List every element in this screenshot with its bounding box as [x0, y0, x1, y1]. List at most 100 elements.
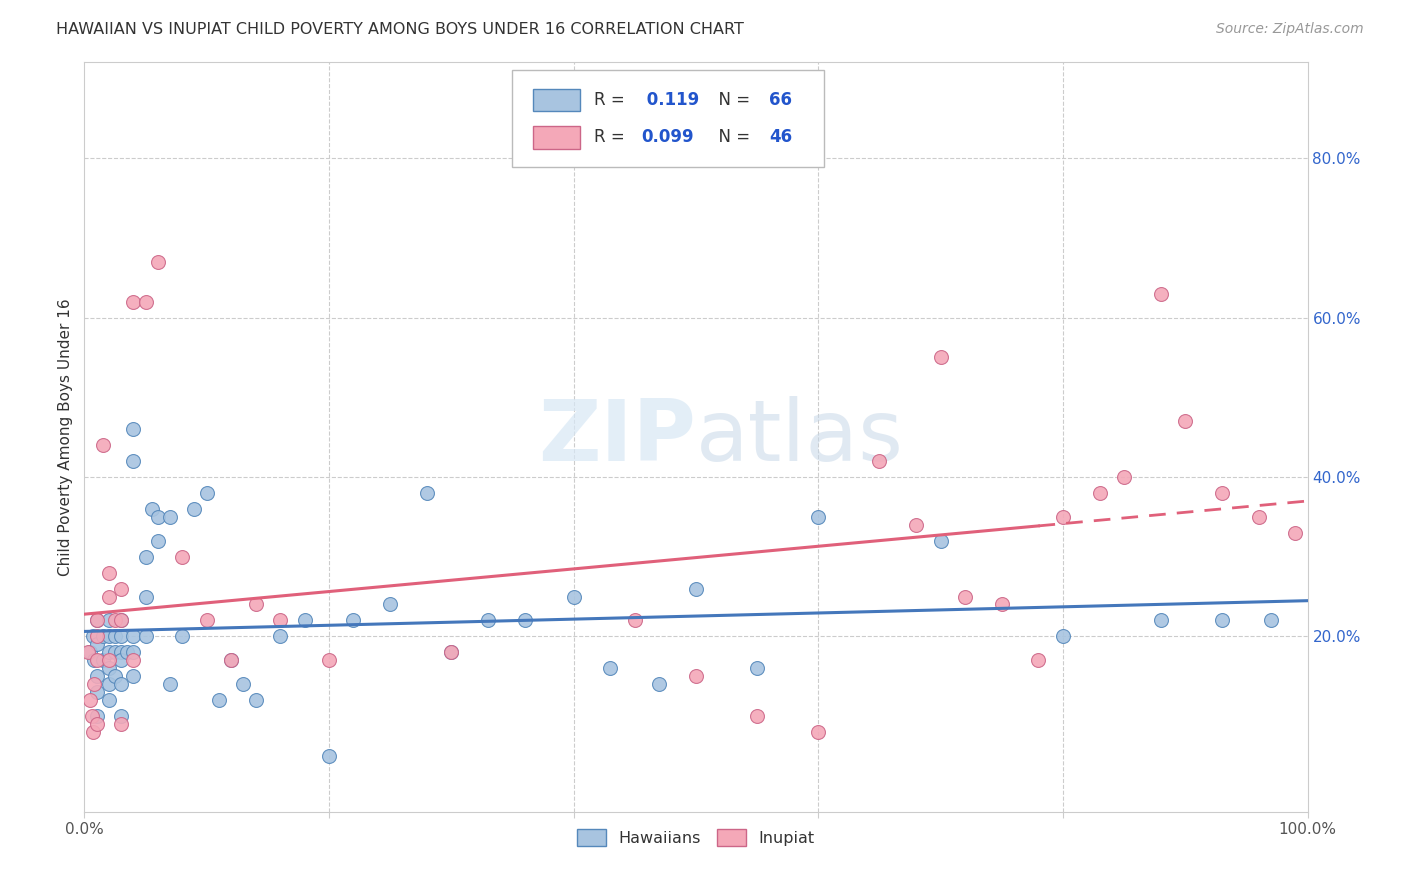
- Point: [195, 486, 218, 500]
- Point: [91, 438, 114, 452]
- Point: [869, 454, 891, 468]
- Text: Source: ZipAtlas.com: Source: ZipAtlas.com: [1216, 22, 1364, 37]
- Point: [195, 614, 218, 628]
- Text: 66: 66: [769, 91, 793, 109]
- Point: [318, 653, 340, 667]
- Point: [146, 509, 169, 524]
- Point: [1284, 525, 1306, 540]
- Point: [110, 653, 132, 667]
- Point: [122, 669, 145, 683]
- Point: [122, 629, 145, 643]
- Point: [135, 590, 157, 604]
- Point: [97, 693, 120, 707]
- Point: [1028, 653, 1050, 667]
- Point: [477, 614, 499, 628]
- Text: N =: N =: [709, 128, 755, 146]
- Point: [104, 645, 127, 659]
- Point: [624, 614, 647, 628]
- Point: [1052, 509, 1074, 524]
- Point: [97, 661, 120, 675]
- Point: [747, 709, 769, 723]
- Text: 0.099: 0.099: [641, 128, 693, 146]
- FancyBboxPatch shape: [513, 70, 824, 168]
- Point: [86, 614, 108, 628]
- Y-axis label: Child Poverty Among Boys Under 16: Child Poverty Among Boys Under 16: [58, 298, 73, 576]
- Point: [1260, 614, 1282, 628]
- Point: [115, 645, 138, 659]
- Point: [97, 566, 120, 580]
- Point: [97, 590, 120, 604]
- Text: HAWAIIAN VS INUPIAT CHILD POVERTY AMONG BOYS UNDER 16 CORRELATION CHART: HAWAIIAN VS INUPIAT CHILD POVERTY AMONG …: [56, 22, 744, 37]
- Text: atlas: atlas: [696, 395, 904, 479]
- Point: [1247, 509, 1270, 524]
- Point: [86, 653, 108, 667]
- Point: [159, 677, 181, 691]
- Point: [232, 677, 254, 691]
- Point: [141, 501, 163, 516]
- Point: [1174, 414, 1197, 428]
- Point: [97, 629, 120, 643]
- Point: [86, 717, 108, 731]
- Text: 46: 46: [769, 128, 793, 146]
- Point: [83, 677, 105, 691]
- Point: [110, 717, 132, 731]
- Point: [245, 693, 267, 707]
- Point: [991, 598, 1014, 612]
- Point: [86, 685, 108, 699]
- Point: [269, 629, 291, 643]
- Bar: [533, 126, 579, 149]
- Point: [648, 677, 671, 691]
- Point: [135, 549, 157, 564]
- Point: [91, 653, 114, 667]
- Text: ZIP: ZIP: [538, 395, 696, 479]
- Point: [172, 629, 194, 643]
- Point: [110, 677, 132, 691]
- Point: [513, 614, 536, 628]
- Point: [1150, 286, 1173, 301]
- Point: [953, 590, 976, 604]
- Point: [929, 533, 952, 548]
- Point: [110, 709, 132, 723]
- Point: [1150, 614, 1173, 628]
- Point: [929, 351, 952, 365]
- Text: N =: N =: [709, 91, 755, 109]
- Legend: Hawaiians, Inupiat: Hawaiians, Inupiat: [571, 823, 821, 853]
- Point: [208, 693, 231, 707]
- Point: [77, 645, 100, 659]
- Point: [86, 669, 108, 683]
- Point: [86, 614, 108, 628]
- Point: [122, 422, 145, 436]
- Point: [159, 509, 181, 524]
- Point: [91, 629, 114, 643]
- Point: [122, 645, 145, 659]
- Point: [905, 517, 928, 532]
- Point: [82, 629, 104, 643]
- Point: [97, 614, 120, 628]
- Point: [135, 629, 157, 643]
- Point: [183, 501, 205, 516]
- Point: [416, 486, 439, 500]
- Point: [82, 725, 104, 739]
- Point: [122, 294, 145, 309]
- Point: [380, 598, 402, 612]
- Point: [294, 614, 316, 628]
- Point: [79, 645, 101, 659]
- Point: [97, 653, 120, 667]
- Point: [318, 748, 340, 763]
- Point: [245, 598, 267, 612]
- Point: [79, 693, 101, 707]
- Point: [747, 661, 769, 675]
- Point: [440, 645, 463, 659]
- Point: [807, 509, 830, 524]
- Point: [1211, 614, 1233, 628]
- Point: [122, 653, 145, 667]
- Point: [122, 454, 145, 468]
- Point: [97, 677, 120, 691]
- Point: [110, 614, 132, 628]
- Point: [685, 669, 707, 683]
- Point: [1088, 486, 1111, 500]
- Text: 0.119: 0.119: [641, 91, 699, 109]
- Point: [1211, 486, 1233, 500]
- Point: [80, 709, 103, 723]
- Point: [219, 653, 242, 667]
